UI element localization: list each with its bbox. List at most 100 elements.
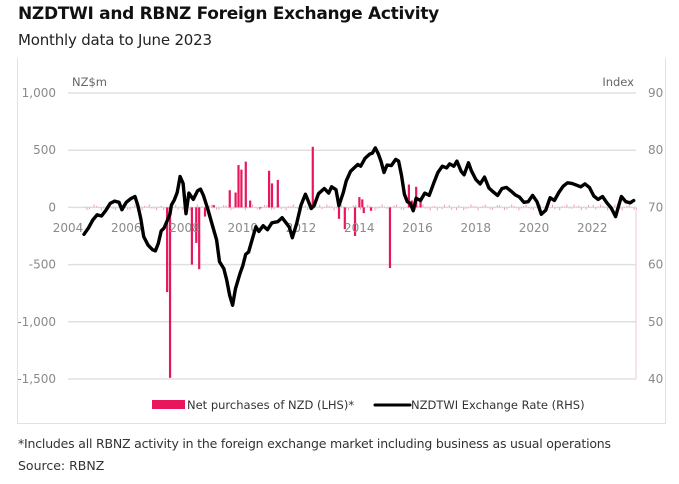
- minor-bar: [516, 207, 517, 209]
- minor-bar: [520, 207, 522, 209]
- minor-bar: [369, 205, 371, 208]
- minor-bar: [242, 207, 244, 209]
- minor-bar: [492, 207, 493, 210]
- minor-bar: [556, 207, 558, 209]
- minor-bar: [115, 207, 117, 211]
- minor-bar: [168, 207, 169, 210]
- minor-bar: [559, 207, 561, 211]
- x-tick-label: 2010: [227, 221, 258, 235]
- legend-label-line: NZDTWI Exchange Rate (RHS): [411, 398, 585, 412]
- bar: [244, 161, 247, 208]
- bar: [407, 184, 410, 208]
- minor-bar: [194, 207, 196, 209]
- right-tick-label: 40: [648, 372, 663, 386]
- minor-bar: [417, 205, 419, 208]
- minor-bar: [148, 204, 150, 208]
- minor-bar: [146, 206, 148, 208]
- minor-bar: [530, 207, 532, 210]
- minor-bar: [585, 207, 587, 210]
- minor-bar: [472, 206, 474, 208]
- minor-bar: [465, 207, 467, 209]
- minor-bar: [273, 207, 275, 210]
- minor-bar: [384, 206, 385, 208]
- minor-bar: [285, 207, 287, 211]
- right-axis-unit-label: Index: [602, 75, 634, 89]
- minor-bar: [247, 207, 249, 209]
- minor-bar: [600, 204, 601, 208]
- bar: [353, 207, 357, 236]
- left-tick-label: 0: [48, 200, 56, 214]
- bar: [234, 192, 237, 208]
- chart: 1,000 500 0 -500 -1,000 -1,500 90 80 70 60 50 40 N…: [17, 75, 663, 412]
- minor-bar: [578, 205, 580, 208]
- minor-bar: [141, 207, 143, 211]
- right-tick-label: 70: [648, 200, 663, 214]
- minor-bar: [532, 207, 534, 211]
- bar: [267, 170, 271, 208]
- minor-bar: [297, 207, 299, 209]
- minor-bar: [290, 206, 292, 208]
- minor-bar: [477, 207, 479, 211]
- minor-bar: [254, 207, 256, 208]
- bar: [358, 197, 361, 208]
- minor-bar: [302, 206, 304, 208]
- minor-bar: [158, 206, 160, 208]
- minor-bar: [628, 204, 630, 208]
- minor-bar: [614, 204, 616, 208]
- minor-bar: [468, 207, 469, 209]
- gridlines: [68, 92, 636, 380]
- minor-bar: [259, 207, 261, 211]
- bar: [337, 207, 341, 219]
- left-tick-label: 500: [33, 143, 56, 157]
- minor-bar: [331, 206, 333, 208]
- minor-bar: [576, 206, 577, 208]
- minor-bar: [580, 207, 582, 211]
- minor-bar: [441, 207, 443, 210]
- minor-bar: [199, 206, 201, 208]
- minor-bar: [129, 207, 131, 210]
- bar: [240, 169, 243, 208]
- bar: [361, 199, 364, 208]
- minor-bar: [588, 204, 589, 208]
- bar: [388, 207, 392, 269]
- minor-bar: [504, 207, 505, 211]
- legend-swatch-bars: [152, 400, 185, 409]
- minor-bar: [573, 204, 575, 208]
- x-tick-label: 2004: [53, 221, 84, 235]
- minor-bar: [271, 207, 273, 211]
- minor-bar: [230, 207, 232, 211]
- minor-bar: [177, 207, 179, 210]
- left-axis-unit-label: NZ$m: [72, 75, 107, 89]
- minor-bar: [288, 206, 289, 208]
- minor-bar: [216, 207, 217, 210]
- minor-bar: [386, 207, 388, 209]
- minor-bar: [624, 207, 625, 208]
- minor-bar: [523, 206, 525, 208]
- minor-bar: [595, 207, 597, 210]
- minor-bar: [482, 205, 484, 208]
- bar: [190, 207, 193, 265]
- bar: [270, 183, 274, 208]
- minor-bar: [156, 207, 157, 211]
- minor-bar: [355, 204, 357, 208]
- minor-bar: [160, 205, 162, 208]
- bar: [228, 190, 231, 208]
- minor-bar: [264, 205, 265, 208]
- minor-bar: [175, 204, 177, 208]
- minor-bar: [528, 207, 529, 209]
- minor-bar: [144, 206, 145, 208]
- minor-bar: [518, 207, 520, 211]
- left-axis-ticks: 1,000 500 0 -500 -1,000 -1,500: [17, 86, 56, 386]
- chart-subtitle: Monthly data to June 2023: [18, 31, 212, 49]
- minor-bar: [475, 206, 477, 208]
- minor-bar: [554, 207, 556, 210]
- minor-bar: [525, 204, 527, 208]
- minor-bar: [626, 205, 628, 208]
- minor-bar: [396, 204, 397, 208]
- minor-bar: [552, 204, 553, 208]
- minor-bar: [292, 204, 294, 208]
- minor-bar: [324, 207, 325, 208]
- minor-bar: [340, 204, 342, 208]
- minor-bar: [336, 207, 337, 209]
- minor-bar: [489, 207, 491, 210]
